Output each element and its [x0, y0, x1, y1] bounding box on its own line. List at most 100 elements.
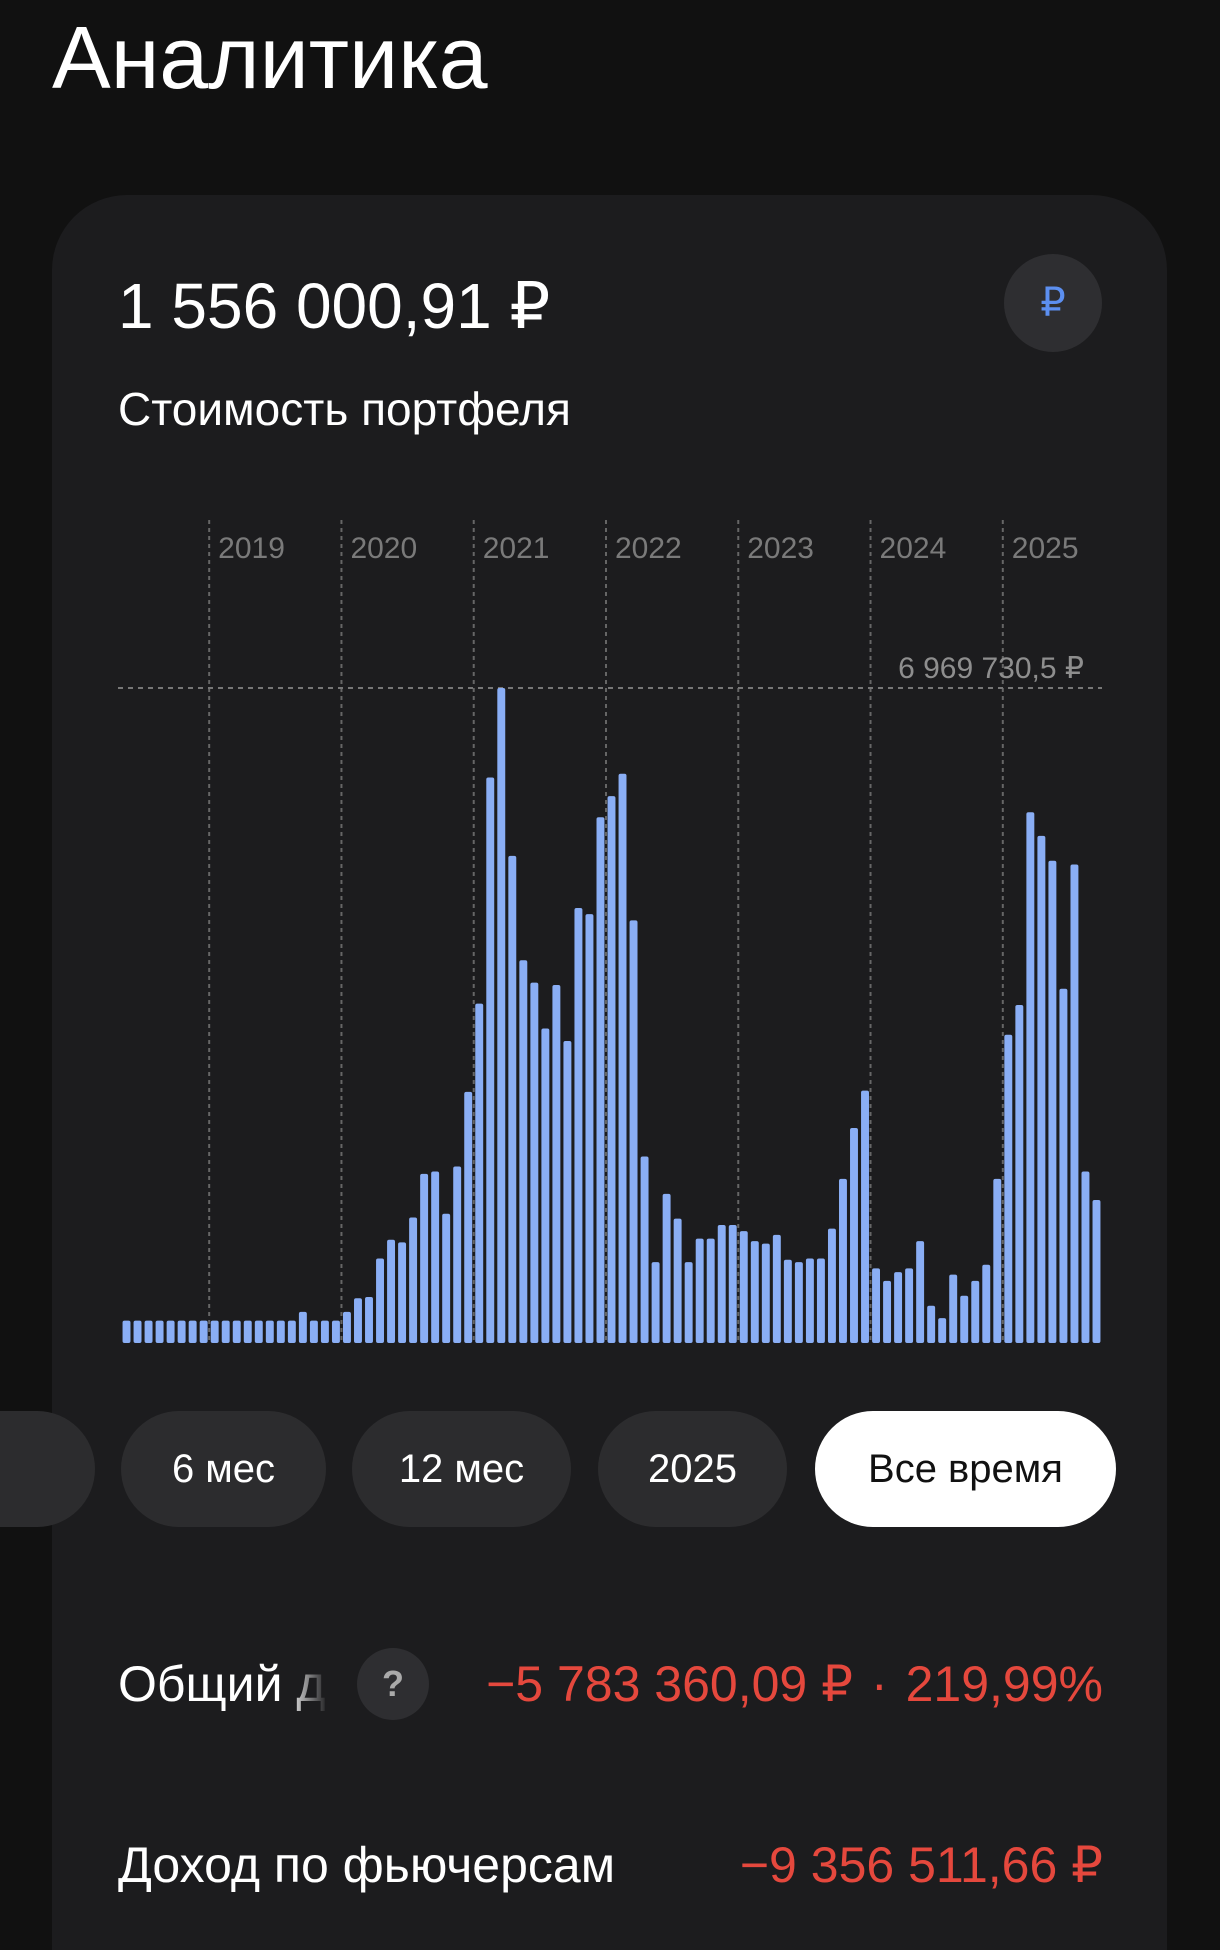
- period-button[interactable]: 6 мес: [121, 1411, 326, 1527]
- bar: [398, 1242, 407, 1343]
- bar: [1026, 812, 1035, 1343]
- bar: [464, 1091, 473, 1343]
- bar: [839, 1178, 847, 1343]
- separator: ·: [870, 1656, 888, 1712]
- bar: [541, 1028, 550, 1343]
- x-tick-label: 2022: [615, 532, 682, 565]
- page-title: Аналитика: [52, 8, 488, 107]
- bar: [640, 1156, 649, 1343]
- bar: [872, 1268, 881, 1343]
- bar: [783, 1259, 792, 1343]
- bar: [122, 1320, 131, 1343]
- bar: [938, 1318, 947, 1343]
- bar: [684, 1262, 693, 1343]
- period-button[interactable]: [0, 1411, 95, 1527]
- bar: [331, 1320, 340, 1343]
- bar: [1015, 1004, 1024, 1343]
- bar: [993, 1178, 1002, 1343]
- bar: [750, 1241, 759, 1343]
- bar: [563, 1040, 572, 1343]
- bar: [420, 1173, 429, 1343]
- bar: [1092, 1200, 1101, 1343]
- bar: [861, 1090, 869, 1343]
- bar: [1004, 1034, 1013, 1343]
- bar: [1048, 860, 1057, 1343]
- bar: [794, 1262, 803, 1343]
- bar: [199, 1320, 208, 1343]
- bar: [287, 1320, 296, 1343]
- bar: [905, 1268, 914, 1343]
- bar: [960, 1295, 969, 1343]
- help-button[interactable]: ?: [357, 1648, 429, 1720]
- bar: [221, 1320, 230, 1343]
- bar: [320, 1320, 329, 1343]
- bar: [298, 1311, 307, 1343]
- x-tick-label: 2025: [1012, 532, 1079, 565]
- bar: [1059, 988, 1068, 1343]
- bar: [805, 1258, 814, 1343]
- percent: 219,99%: [905, 1656, 1103, 1712]
- bar: [133, 1320, 142, 1343]
- bar: [486, 777, 495, 1343]
- bar: [971, 1280, 980, 1343]
- x-tick-label: 2023: [747, 532, 814, 565]
- bar: [816, 1258, 825, 1343]
- bar: [629, 920, 638, 1343]
- bar: [475, 1003, 484, 1343]
- bar: [772, 1234, 781, 1343]
- bar: [508, 855, 517, 1343]
- bar: [265, 1320, 274, 1343]
- bar: [916, 1241, 925, 1343]
- period-button[interactable]: 12 мес: [352, 1411, 571, 1527]
- bar: [243, 1320, 252, 1343]
- bar: [166, 1320, 175, 1343]
- row-label: Доход по фьючерсам: [118, 1837, 616, 1893]
- period-button[interactable]: 2025: [598, 1411, 787, 1527]
- bar: [144, 1320, 153, 1343]
- bar: [618, 773, 627, 1343]
- bar: [662, 1193, 671, 1343]
- period-button-active[interactable]: Все время: [815, 1411, 1116, 1527]
- bar: [574, 907, 583, 1343]
- bar: [883, 1280, 892, 1343]
- bar: [596, 817, 605, 1343]
- bar: [728, 1224, 737, 1343]
- row-label: Общий д: [118, 1656, 326, 1712]
- bar: [927, 1305, 936, 1343]
- bar: [552, 985, 561, 1343]
- portfolio-label: Стоимость портфеля: [118, 383, 571, 435]
- bar: [761, 1243, 770, 1343]
- bar: [254, 1320, 263, 1343]
- bar: [276, 1320, 285, 1343]
- bar: [827, 1228, 836, 1343]
- bar: [442, 1213, 451, 1343]
- bar: [673, 1218, 682, 1343]
- bar: [497, 688, 506, 1343]
- x-tick-label: 2019: [218, 532, 285, 565]
- bar: [1070, 864, 1079, 1343]
- bar: [739, 1231, 748, 1343]
- max-label: 6 969 730,5 ₽: [898, 652, 1084, 685]
- bar: [409, 1217, 418, 1343]
- bar: [894, 1272, 903, 1343]
- bar: [177, 1320, 186, 1343]
- bar: [949, 1274, 958, 1343]
- x-tick-label: 2020: [350, 532, 417, 565]
- bar: [519, 960, 528, 1343]
- row-value: −5 783 360,09 ₽ · 219,99%: [486, 1654, 1103, 1714]
- bar: [232, 1320, 241, 1343]
- portfolio-amount: 1 556 000,91 ₽: [118, 270, 551, 342]
- bar: [651, 1262, 660, 1343]
- x-tick-label: 2024: [880, 532, 947, 565]
- bar: [188, 1320, 197, 1343]
- bar: [453, 1166, 462, 1343]
- chart: 2019 2020 2021 2022 2023 2024 2025 6 969 730,5 …: [118, 520, 1102, 1343]
- bar: [309, 1320, 318, 1343]
- bar: [210, 1320, 219, 1343]
- currency-button[interactable]: ₽: [1004, 254, 1102, 352]
- bar: [354, 1298, 362, 1343]
- amount: −5 783 360,09 ₽: [486, 1656, 853, 1712]
- bar: [982, 1264, 991, 1343]
- bar: [342, 1311, 351, 1343]
